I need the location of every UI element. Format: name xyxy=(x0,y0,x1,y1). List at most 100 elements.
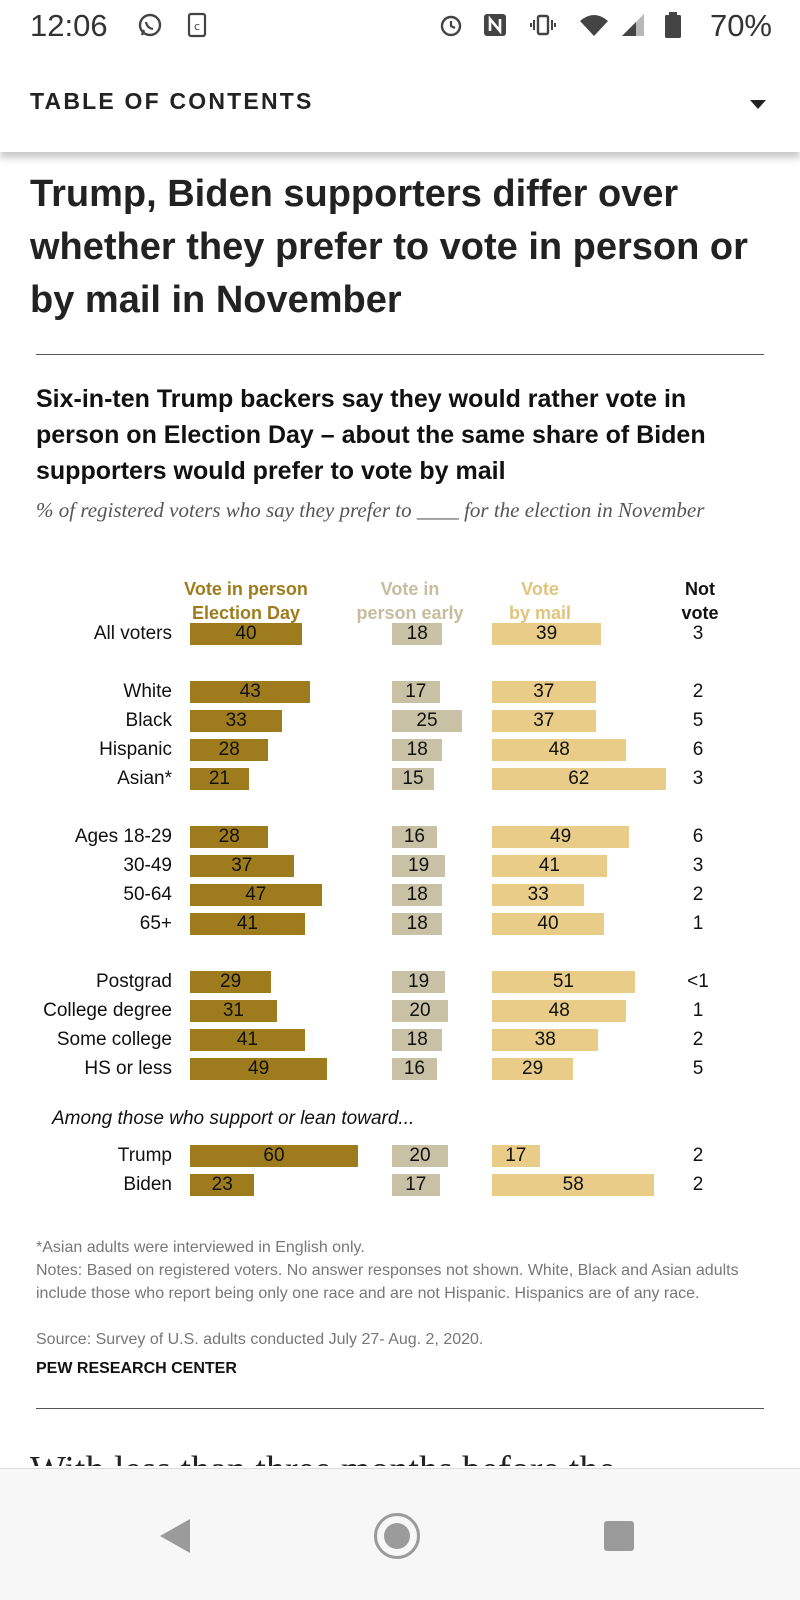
data-label: 20 xyxy=(409,1145,431,1166)
bar-in-person xyxy=(190,1174,255,1196)
chart-subtitle: % of registered voters who say they pref… xyxy=(36,498,705,522)
data-label: 37 xyxy=(533,681,555,702)
chart-title: Six-in-ten Trump backers say they would … xyxy=(36,385,706,485)
data-label-not-vote: 3 xyxy=(692,768,704,789)
bar-in-person xyxy=(190,739,269,761)
battery-percent: 70% xyxy=(709,8,772,43)
back-icon[interactable] xyxy=(160,1519,190,1553)
row-label: Asian* xyxy=(117,768,172,789)
row-label: Ages 18-29 xyxy=(74,826,172,847)
data-label: 60 xyxy=(263,1145,285,1166)
bar-mail xyxy=(492,739,627,761)
bar-in-person xyxy=(190,681,311,703)
data-label-not-vote: 2 xyxy=(692,1174,704,1195)
bar-in-person xyxy=(190,1029,305,1051)
row-label: White xyxy=(123,681,172,702)
column-header-line: Vote in xyxy=(380,579,440,599)
bar-in-person xyxy=(190,826,269,848)
data-label: 23 xyxy=(211,1174,233,1195)
divider xyxy=(36,354,764,355)
row-label: College degree xyxy=(43,1000,172,1021)
bar-in-person xyxy=(190,971,272,993)
bar-mail xyxy=(492,971,635,993)
nfc-icon xyxy=(484,14,506,36)
column-header-line: Vote xyxy=(521,579,559,599)
notification-icon: c xyxy=(187,12,207,38)
bar-early xyxy=(392,1029,443,1051)
svg-text:c: c xyxy=(194,20,200,33)
data-label: 20 xyxy=(409,1000,431,1021)
home-icon[interactable] xyxy=(374,1513,420,1559)
data-label-not-vote: 3 xyxy=(692,855,704,876)
data-label: 43 xyxy=(239,681,261,702)
data-label-not-vote: <1 xyxy=(687,971,709,992)
data-label: 37 xyxy=(231,855,253,876)
bar-early xyxy=(392,971,446,993)
row-label: 30-49 xyxy=(123,855,172,876)
row-label: Black xyxy=(125,710,172,731)
bar-early xyxy=(392,1145,448,1167)
bar-early xyxy=(392,739,443,761)
bar-early xyxy=(392,1174,440,1196)
source-org: PEW RESEARCH CENTER xyxy=(36,1360,237,1377)
data-label: 41 xyxy=(236,1029,258,1050)
bar-in-person xyxy=(190,1000,277,1022)
data-label: 18 xyxy=(406,884,428,905)
data-label-not-vote: 6 xyxy=(692,826,704,847)
data-label: 38 xyxy=(534,1029,556,1050)
bar-early xyxy=(392,1058,437,1080)
bar-mail xyxy=(492,768,666,790)
data-label: 40 xyxy=(235,623,257,644)
row-label: Postgrad xyxy=(95,971,172,992)
data-label: 25 xyxy=(416,710,438,731)
data-label-not-vote: 5 xyxy=(692,710,704,731)
column-header-line: Election Day xyxy=(191,603,301,623)
data-label-not-vote: 2 xyxy=(692,884,704,905)
data-label: 51 xyxy=(552,971,574,992)
bar-mail xyxy=(492,1058,574,1080)
toc-label: TABLE OF CONTENTS xyxy=(30,88,314,114)
bar-in-person xyxy=(190,768,249,790)
data-label: 16 xyxy=(403,1058,425,1079)
article-title: Trump, Biden supporters differ over whet… xyxy=(30,173,748,321)
column-header-mail: Vote by mail xyxy=(480,577,600,625)
group-header: Among those who support or lean toward..… xyxy=(52,1108,415,1129)
chevron-down-icon[interactable] xyxy=(750,100,766,109)
column-header-line: Not xyxy=(685,579,715,599)
battery-icon xyxy=(665,12,681,38)
data-label: 47 xyxy=(245,884,267,905)
bar-early xyxy=(392,855,446,877)
data-label-not-vote: 2 xyxy=(692,1029,704,1050)
data-label: 48 xyxy=(548,739,570,760)
bar-in-person xyxy=(190,884,322,906)
bar-mail xyxy=(492,1145,540,1167)
data-label: 41 xyxy=(236,913,258,934)
bar-early xyxy=(392,768,434,790)
column-header-line: by mail xyxy=(508,603,572,623)
wifi-icon xyxy=(580,15,608,36)
column-header-in-person: Vote in person Election Day xyxy=(166,577,326,625)
column-header-early: Vote in person early xyxy=(350,577,470,625)
column-header-line: Vote in person xyxy=(184,579,308,599)
data-label: 41 xyxy=(538,855,560,876)
bar-early xyxy=(392,826,437,848)
bar-mail xyxy=(492,1029,599,1051)
data-label: 18 xyxy=(406,739,428,760)
row-label: Biden xyxy=(123,1174,172,1195)
data-label-not-vote: 2 xyxy=(692,681,704,702)
data-label: 31 xyxy=(222,1000,244,1021)
bar-mail xyxy=(492,913,604,935)
table-of-contents-bar[interactable]: TABLE OF CONTENTS xyxy=(0,54,800,152)
bar-in-person xyxy=(190,1058,328,1080)
recents-icon[interactable] xyxy=(604,1521,634,1551)
data-label: 62 xyxy=(568,768,590,789)
row-label: 50-64 xyxy=(123,884,172,905)
footnote-source: Source: Survey of U.S. adults conducted … xyxy=(36,1331,484,1348)
data-label: 18 xyxy=(406,1029,428,1050)
data-label: 28 xyxy=(218,739,240,760)
data-label: 16 xyxy=(403,826,425,847)
data-label: 17 xyxy=(505,1145,527,1166)
bar-mail xyxy=(492,1000,627,1022)
bar-mail xyxy=(492,681,596,703)
bar-in-person xyxy=(190,1145,358,1167)
